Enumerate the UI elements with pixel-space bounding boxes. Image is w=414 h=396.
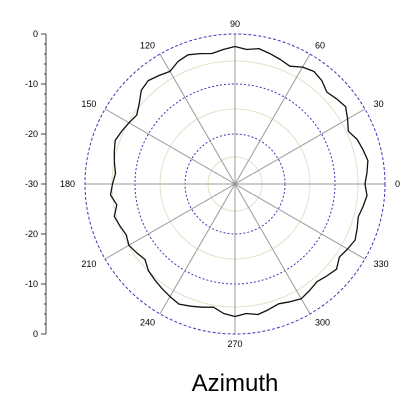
grid-spoke: [104, 108, 366, 260]
angle-tick-label: 0: [395, 179, 400, 189]
chart-title: Azimuth: [192, 370, 279, 396]
radial-tick-label: 0: [33, 329, 38, 339]
radial-tick-label: -20: [25, 129, 38, 139]
data-trace-group: [109, 45, 369, 318]
angle-tick-label: 150: [81, 99, 96, 109]
angle-tick-label: 120: [140, 40, 155, 50]
radial-tick-label: -30: [25, 179, 38, 189]
angle-tick-label: 270: [227, 339, 242, 349]
radial-tick-label: -10: [25, 279, 38, 289]
angle-tick-label: 240: [140, 318, 155, 328]
angle-tick-label: 60: [315, 40, 325, 50]
radial-tick-label: -10: [25, 79, 38, 89]
angle-tick-label: 30: [374, 99, 384, 109]
angle-tick-label: 90: [230, 19, 240, 29]
angle-tick-label: 300: [315, 318, 330, 328]
radial-tick-label: -20: [25, 229, 38, 239]
radial-axis: 0 -10 -20 -30 -20 -10 0: [25, 29, 47, 339]
angle-labels: 0 30 60 90 120 150 180 210 240 270 300 330: [60, 19, 400, 349]
angle-tick-label: 180: [60, 179, 75, 189]
polar-grid: [84, 33, 386, 335]
angle-tick-label: 330: [374, 259, 389, 269]
angle-tick-label: 210: [81, 259, 96, 269]
grid-ring-outer: [84, 33, 386, 335]
series-line: [109, 45, 369, 318]
radial-tick-label: 0: [33, 29, 38, 39]
